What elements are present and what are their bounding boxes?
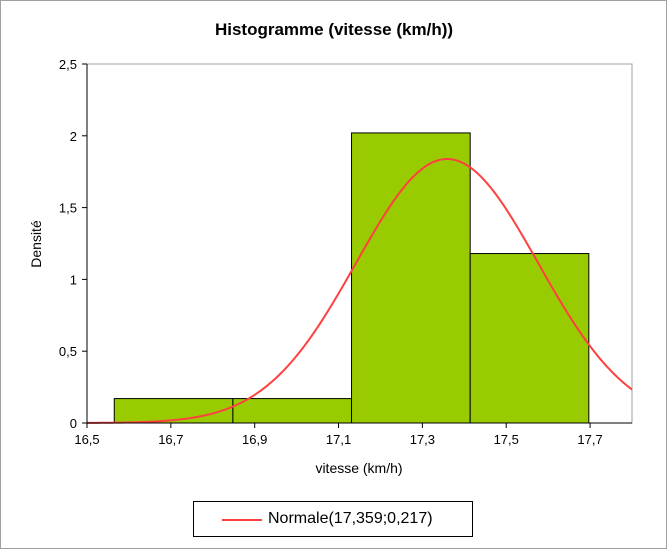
legend: Normale(17,359;0,217) (193, 501, 473, 537)
x-tick-label: 16,9 (242, 432, 267, 447)
normal-curve (86, 158, 633, 424)
legend-curve-swatch (222, 519, 262, 521)
histogram-bar-2 (232, 398, 353, 424)
y-tick-label: 0,5 (59, 344, 77, 359)
y-tick-label: 2,5 (59, 57, 77, 72)
curve-group (86, 158, 633, 424)
x-tick-label: 16,7 (158, 432, 183, 447)
y-tick-label: 1 (70, 272, 77, 287)
x-tick-label: 17,7 (577, 432, 602, 447)
x-tick-label: 17,1 (326, 432, 351, 447)
bars-group (113, 132, 590, 424)
y-ticks-group: 0 0,5 1 1,5 2 2,5 (59, 57, 87, 431)
x-tick-label: 17,5 (494, 432, 519, 447)
x-ticks-group: 16,5 16,7 16,9 17,1 17,3 17,5 17,7 (74, 423, 603, 447)
x-tick-label: 16,5 (74, 432, 99, 447)
histogram-bar-1 (113, 398, 234, 424)
y-tick-label: 2 (70, 129, 77, 144)
y-tick-label: 1,5 (59, 201, 77, 216)
x-tick-label: 17,3 (410, 432, 435, 447)
histogram-bar-4 (469, 253, 590, 424)
y-axis-label: Densité (28, 220, 44, 268)
histogram-bar-3 (351, 132, 471, 424)
chart-title: Histogramme (vitesse (km/h)) (215, 20, 453, 39)
y-tick-label: 0 (70, 416, 77, 431)
legend-curve-label: Normale(17,359;0,217) (268, 510, 433, 527)
x-axis-label: vitesse (km/h) (315, 460, 402, 476)
